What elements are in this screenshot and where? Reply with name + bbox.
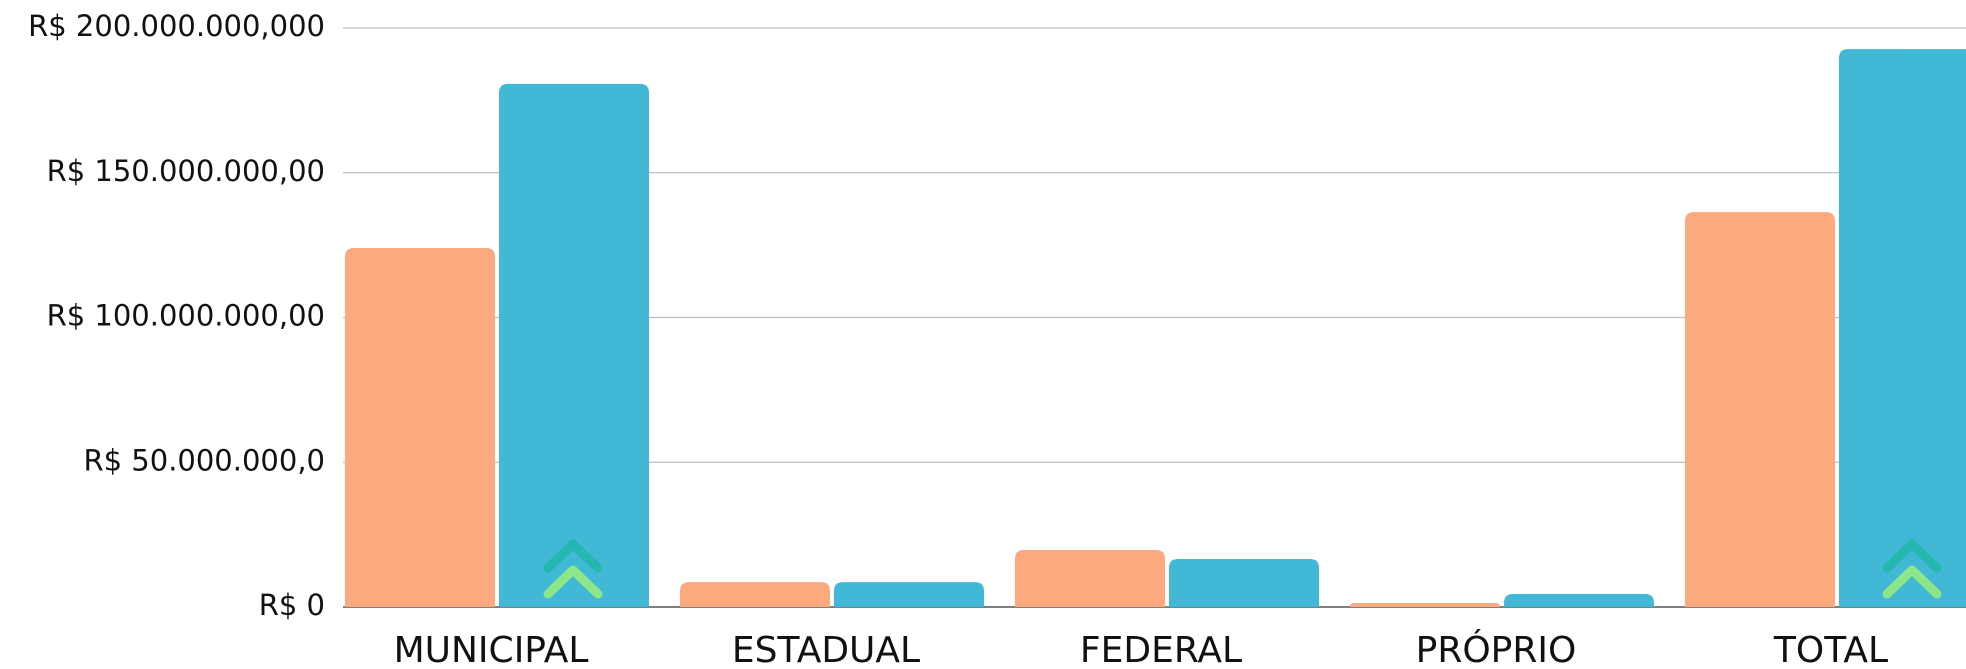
x-tick-label: PRÓPRIO — [1416, 629, 1577, 669]
up-icon — [543, 539, 603, 599]
bar — [1685, 212, 1835, 607]
bar — [680, 582, 830, 607]
y-tick-label: R$ 150.000.000,00 — [47, 154, 325, 188]
y-tick-label: R$ 0 — [259, 588, 325, 622]
bar — [1350, 602, 1500, 607]
x-tick-label: FEDERAL — [1080, 630, 1242, 669]
y-tick-label: R$ 200.000.000,000 — [28, 9, 325, 43]
up-icon — [1882, 539, 1942, 599]
bar — [1839, 49, 1966, 607]
y-tick-label: R$ 100.000.000,00 — [47, 299, 325, 333]
x-tick-label: ESTADUAL — [732, 630, 920, 669]
bar — [834, 582, 984, 607]
bars — [345, 49, 1966, 608]
bar — [1015, 549, 1165, 607]
y-tick-label: R$ 50.000.000,0 — [83, 443, 325, 477]
x-tick-label: MUNICIPAL — [394, 630, 589, 669]
x-tick-label: TOTAL — [1773, 630, 1888, 669]
bar — [1504, 593, 1654, 607]
bar — [1169, 558, 1319, 607]
icons — [543, 539, 1942, 599]
bar — [499, 83, 649, 608]
labels: R$ 0 R$ 50.000.000,0 R$ 100.000.000,00 R$ 1… — [28, 9, 1888, 669]
bar — [345, 248, 495, 607]
